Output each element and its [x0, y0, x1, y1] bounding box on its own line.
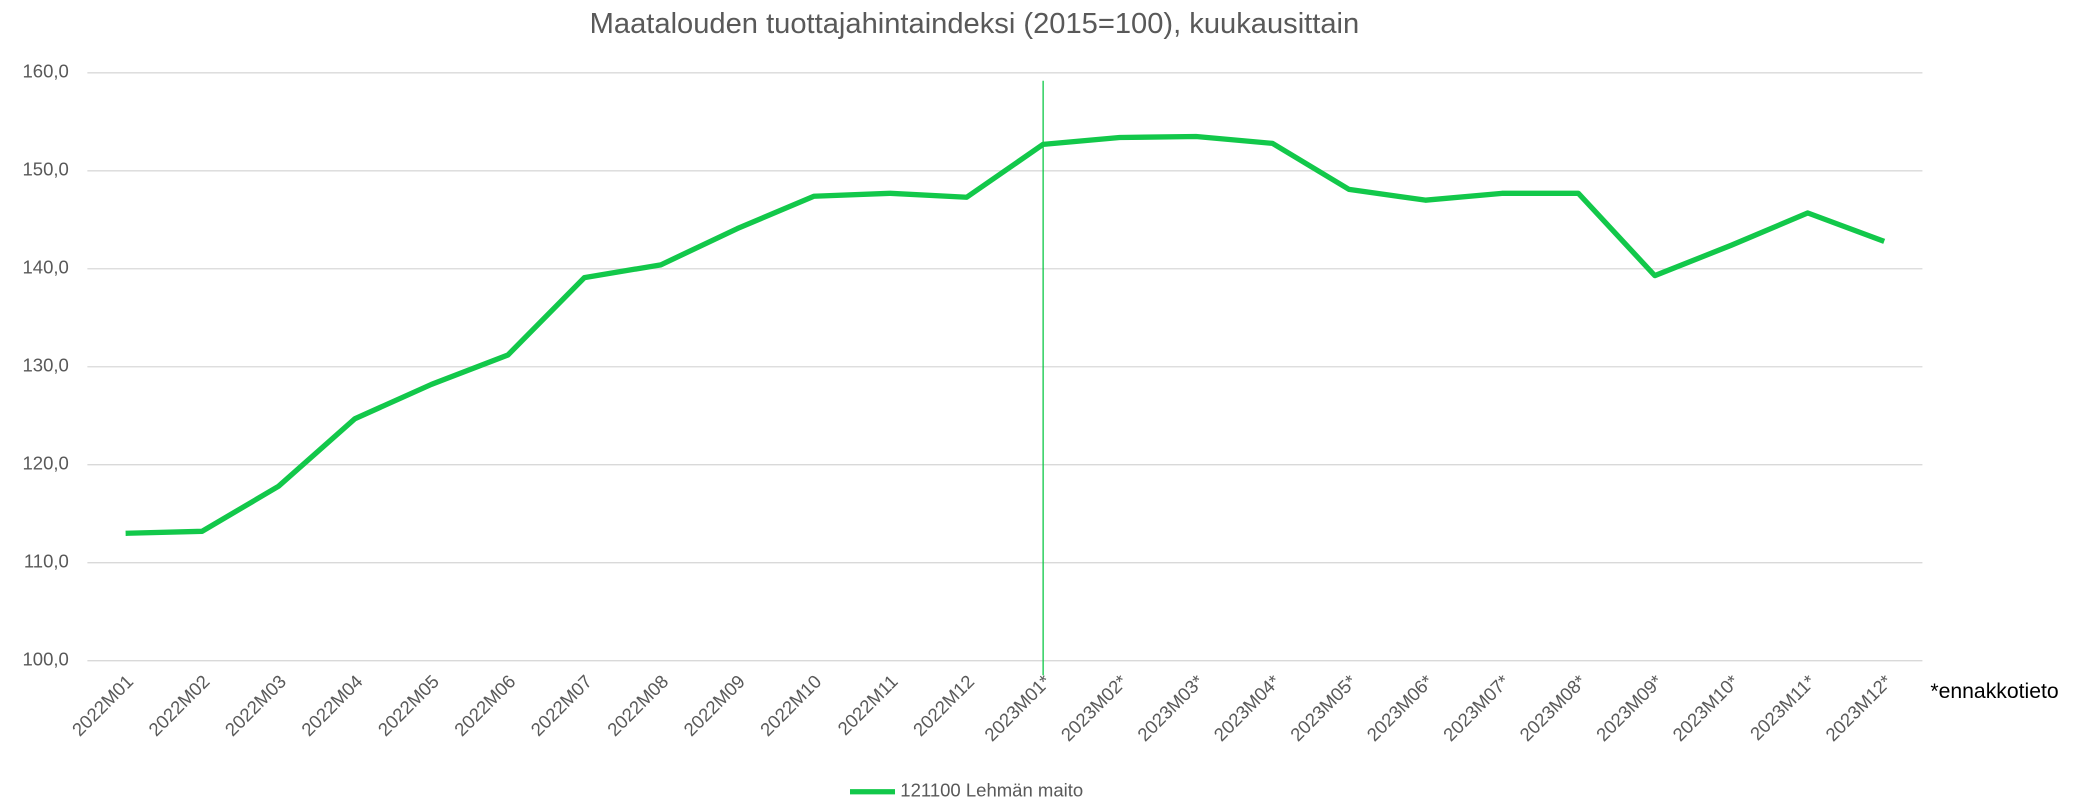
y-tick-label: 110,0: [24, 551, 69, 572]
x-tick-label: 2023M10*: [1668, 671, 1743, 746]
y-tick-label: 140,0: [23, 257, 69, 278]
x-tick-label: 2023M03*: [1133, 671, 1208, 746]
y-tick-label: 150,0: [23, 159, 69, 180]
x-tick-label: 2022M07: [527, 671, 596, 740]
x-tick-label: 2022M12: [909, 671, 978, 740]
x-tick-label: 2023M06*: [1362, 671, 1437, 746]
data-line: [125, 133, 1886, 536]
x-tick-label: 2022M05: [374, 671, 443, 740]
x-tick-label: 2022M09: [679, 671, 748, 740]
x-tick-label: 2023M12*: [1821, 671, 1896, 746]
x-tick-label: 2022M10: [756, 671, 825, 740]
x-tick-label: 2022M06: [450, 671, 519, 740]
x-tick-label: 2023M04*: [1210, 671, 1285, 746]
x-tick-label: 2023M08*: [1515, 671, 1590, 746]
x-tick-label: 2022M08: [603, 671, 672, 740]
x-tick-label: 2023M07*: [1439, 671, 1514, 746]
x-tick-label: 2023M11*: [1746, 671, 1820, 745]
x-tick-label: 2022M02: [144, 671, 213, 740]
x-tick-label: 2022M11: [833, 671, 901, 739]
y-tick-label: 120,0: [23, 453, 69, 474]
x-tick-label: 2022M01: [68, 671, 137, 740]
y-tick-label: 100,0: [23, 649, 69, 670]
y-tick-label: 160,0: [23, 61, 69, 82]
annotation: *ennakkotieto: [1930, 680, 2058, 703]
x-tick-label: 2022M03: [221, 671, 290, 740]
y-tick-label: 130,0: [23, 355, 69, 376]
legend-label: 121100 Lehmän maito: [900, 780, 1083, 801]
x-tick-label: 2023M02*: [1057, 671, 1132, 746]
x-tick-label: 2023M05*: [1286, 671, 1361, 746]
x-tick-label: 2022M04: [297, 671, 366, 740]
chart-title: Maatalouden tuottajahintaindeksi (2015=1…: [590, 8, 1360, 40]
x-tick-label: 2023M09*: [1592, 671, 1667, 746]
x-tick-label: 2023M01*: [980, 671, 1055, 746]
